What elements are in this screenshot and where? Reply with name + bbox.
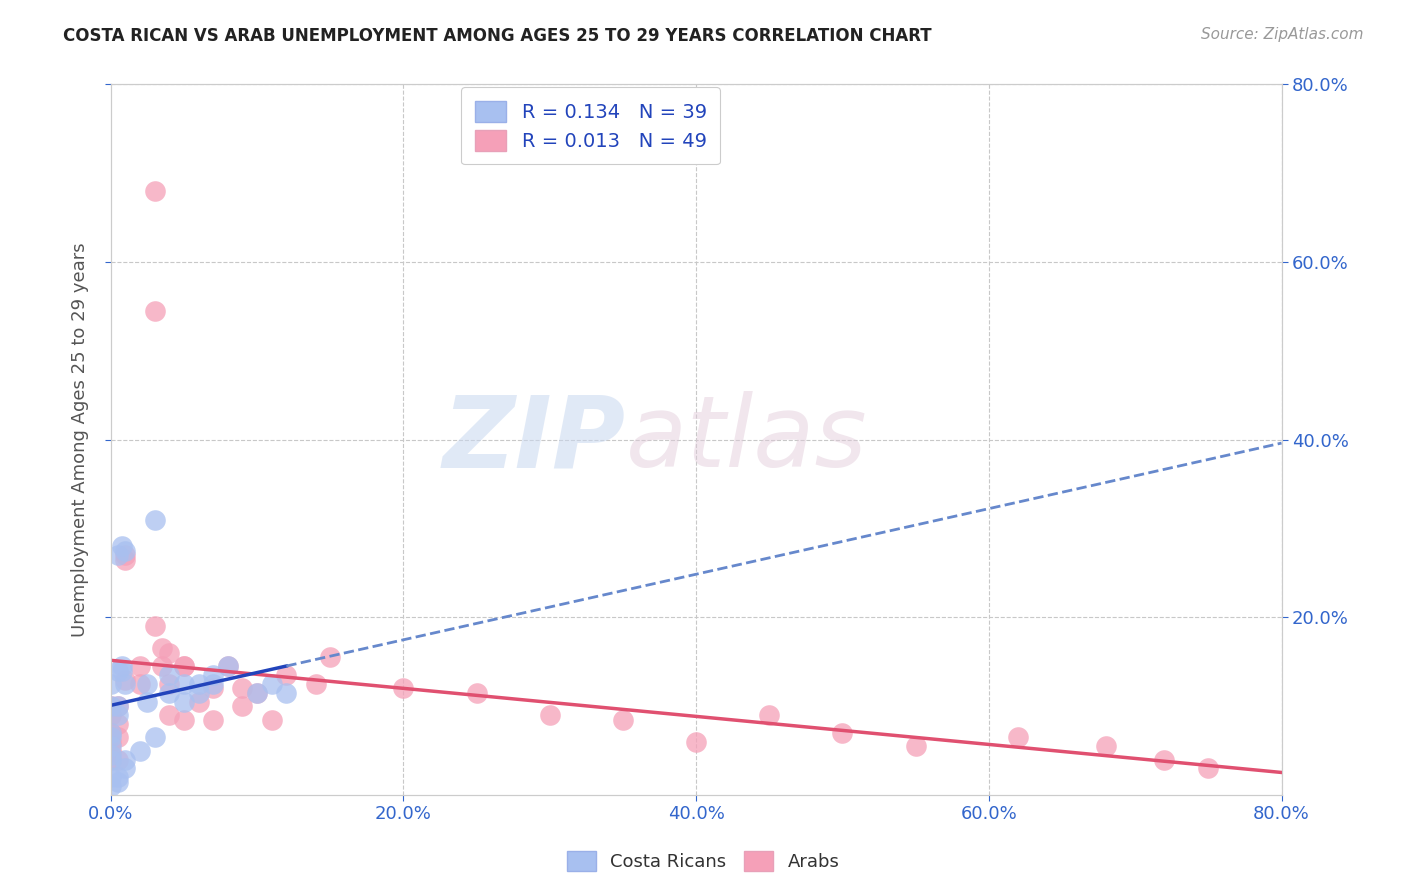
Legend: R = 0.134   N = 39, R = 0.013   N = 49: R = 0.134 N = 39, R = 0.013 N = 49: [461, 87, 720, 164]
Point: [217, 659, 239, 673]
Point: [202, 668, 225, 682]
Point: [100, 770, 122, 784]
Point: [202, 677, 225, 691]
Point: [758, 708, 780, 723]
Point: [143, 513, 166, 527]
Point: [150, 641, 173, 656]
Point: [107, 774, 129, 789]
Point: [107, 664, 129, 678]
Point: [173, 659, 195, 673]
Point: [173, 695, 195, 709]
Point: [100, 731, 122, 745]
Point: [107, 708, 129, 723]
Point: [107, 717, 129, 731]
Point: [465, 686, 488, 700]
Point: [107, 699, 129, 714]
Point: [150, 659, 173, 673]
Point: [107, 731, 129, 745]
Point: [100, 779, 122, 793]
Text: COSTA RICAN VS ARAB UNEMPLOYMENT AMONG AGES 25 TO 29 YEARS CORRELATION CHART: COSTA RICAN VS ARAB UNEMPLOYMENT AMONG A…: [63, 27, 932, 45]
Point: [157, 686, 180, 700]
Point: [260, 677, 283, 691]
Point: [114, 752, 136, 766]
Point: [129, 659, 152, 673]
Point: [187, 677, 209, 691]
Y-axis label: Unemployment Among Ages 25 to 29 years: Unemployment Among Ages 25 to 29 years: [72, 243, 89, 637]
Point: [136, 695, 159, 709]
Point: [1197, 761, 1219, 775]
Point: [260, 713, 283, 727]
Point: [114, 673, 136, 687]
Point: [231, 699, 253, 714]
Point: [107, 752, 129, 766]
Point: [276, 668, 298, 682]
Point: [1095, 739, 1118, 754]
Point: [305, 677, 328, 691]
Point: [187, 686, 209, 700]
Point: [100, 708, 122, 723]
Point: [107, 770, 129, 784]
Point: [143, 731, 166, 745]
Point: [111, 659, 134, 673]
Point: [100, 699, 122, 714]
Text: atlas: atlas: [626, 392, 868, 488]
Point: [111, 539, 134, 553]
Point: [100, 735, 122, 749]
Point: [114, 543, 136, 558]
Point: [157, 668, 180, 682]
Point: [100, 699, 122, 714]
Point: [904, 739, 927, 754]
Point: [100, 726, 122, 740]
Point: [100, 726, 122, 740]
Point: [173, 659, 195, 673]
Point: [107, 699, 129, 714]
Legend: Costa Ricans, Arabs: Costa Ricans, Arabs: [560, 844, 846, 879]
Point: [685, 735, 707, 749]
Point: [173, 713, 195, 727]
Point: [129, 744, 152, 758]
Point: [143, 304, 166, 318]
Point: [538, 708, 561, 723]
Point: [107, 548, 129, 562]
Point: [187, 695, 209, 709]
Text: Source: ZipAtlas.com: Source: ZipAtlas.com: [1201, 27, 1364, 42]
Point: [143, 184, 166, 198]
Point: [392, 681, 415, 696]
Point: [100, 744, 122, 758]
Point: [276, 686, 298, 700]
Point: [202, 681, 225, 696]
Point: [157, 677, 180, 691]
Point: [157, 646, 180, 660]
Point: [111, 664, 134, 678]
Point: [114, 548, 136, 562]
Point: [173, 677, 195, 691]
Point: [100, 752, 122, 766]
Point: [143, 619, 166, 633]
Point: [114, 677, 136, 691]
Point: [319, 650, 342, 665]
Point: [100, 739, 122, 754]
Point: [202, 713, 225, 727]
Point: [231, 681, 253, 696]
Point: [246, 686, 269, 700]
Point: [246, 686, 269, 700]
Point: [114, 552, 136, 566]
Text: ZIP: ZIP: [443, 392, 626, 488]
Point: [100, 677, 122, 691]
Point: [1007, 731, 1029, 745]
Point: [157, 708, 180, 723]
Point: [831, 726, 853, 740]
Point: [217, 659, 239, 673]
Point: [1153, 752, 1175, 766]
Point: [136, 677, 159, 691]
Point: [114, 761, 136, 775]
Point: [100, 752, 122, 766]
Point: [612, 713, 634, 727]
Point: [129, 677, 152, 691]
Point: [100, 748, 122, 763]
